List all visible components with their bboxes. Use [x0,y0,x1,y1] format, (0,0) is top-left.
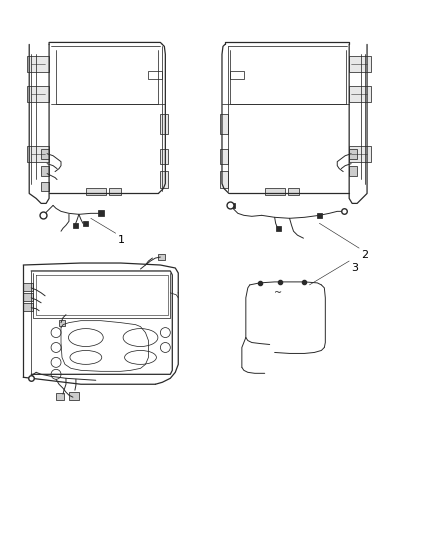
Bar [98,211,104,216]
Bar [160,114,168,134]
Bar [86,188,106,196]
Bar [109,188,120,196]
Bar [349,86,371,102]
Bar [349,146,371,161]
Bar [41,149,49,159]
Bar [349,56,371,72]
Bar [318,213,322,219]
Bar [220,149,228,164]
Bar [83,221,88,226]
Bar [69,392,79,400]
Bar [349,166,357,175]
Bar [23,303,33,311]
Bar [56,393,64,400]
Bar [230,204,235,208]
Bar [41,166,49,175]
Bar [230,71,244,79]
Bar [220,171,228,189]
Bar [276,226,281,231]
Bar [160,171,168,189]
Text: 3: 3 [351,263,358,273]
Text: 1: 1 [118,235,125,245]
Bar [159,254,165,260]
Bar [148,71,162,79]
Bar [27,86,49,102]
Text: ~: ~ [274,288,282,298]
Bar [349,149,357,159]
Bar [41,182,49,191]
Bar [220,114,228,134]
Text: 2: 2 [361,250,368,260]
Bar [288,188,300,196]
Bar [265,188,285,196]
Bar [27,56,49,72]
Bar [27,146,49,161]
Bar [23,293,33,301]
Bar [59,320,65,326]
Bar [23,283,33,291]
Bar [160,149,168,164]
Bar [73,223,78,228]
